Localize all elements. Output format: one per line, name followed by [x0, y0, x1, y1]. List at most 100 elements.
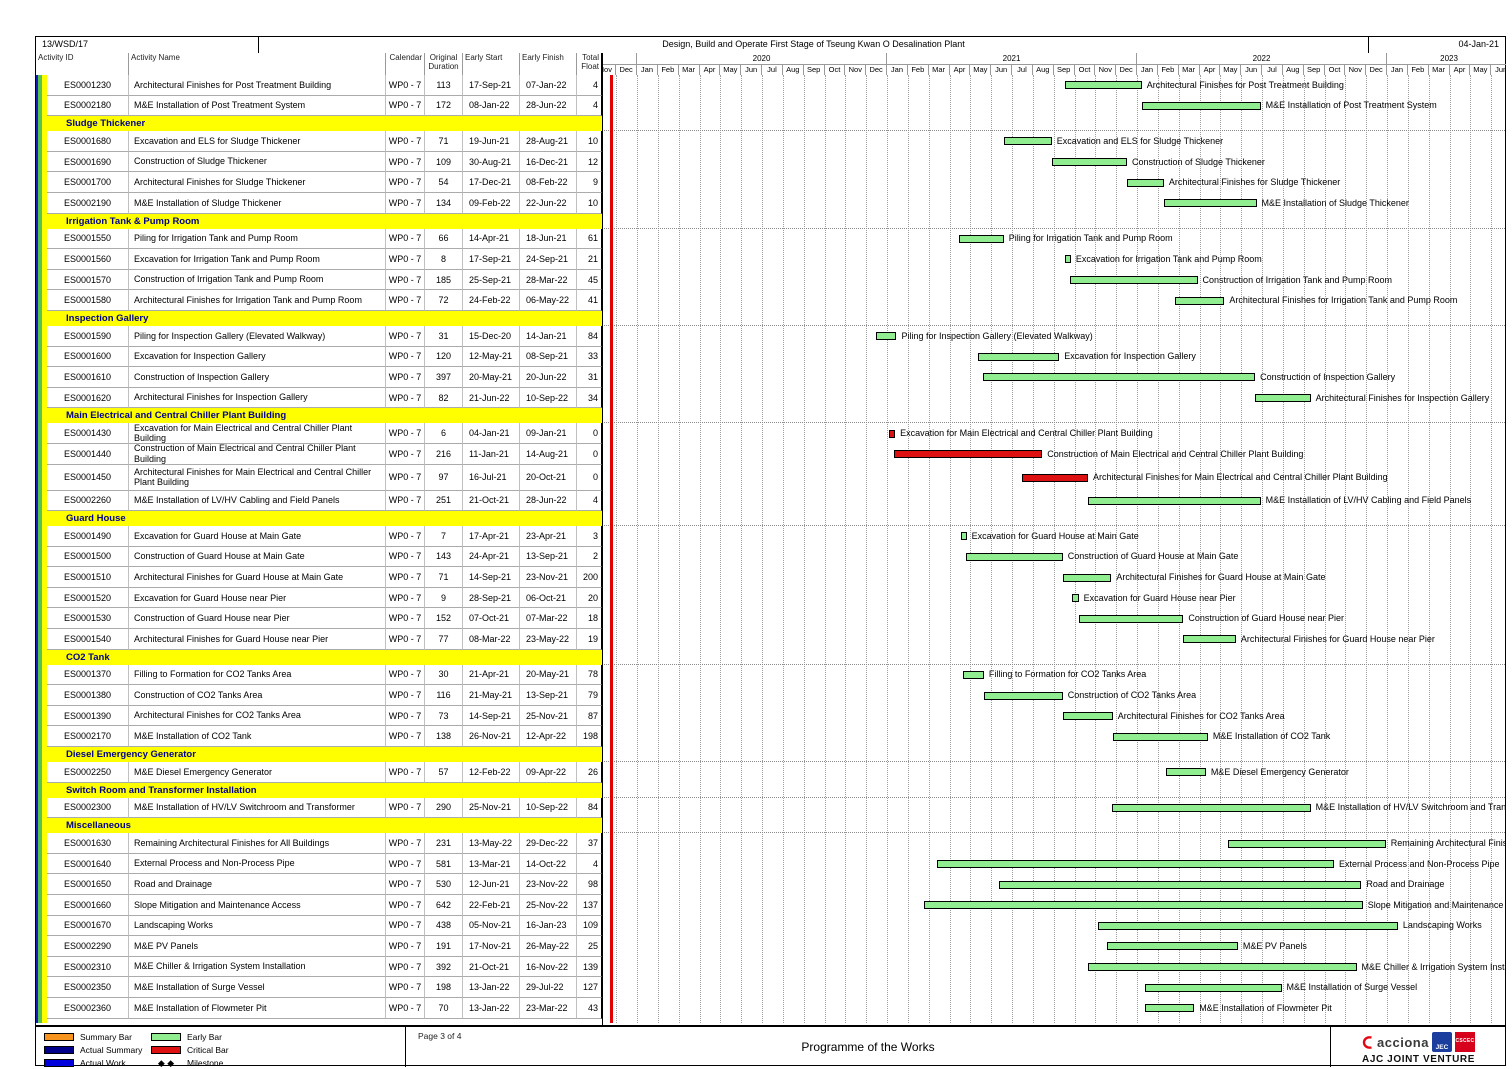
section-sightline	[602, 422, 1505, 424]
month-label: Oct	[825, 64, 846, 75]
month-gridline	[1366, 75, 1368, 1023]
calendar-cell: WP0 - 7	[386, 192, 425, 214]
activity-row: ES0001390 Architectural Finishes for CO2 …	[36, 705, 1505, 727]
activity-row: ES0002170 M&E Installation of CO2 Tank WP0…	[36, 726, 1505, 748]
early-bar	[1106, 942, 1238, 951]
section-band	[42, 116, 602, 132]
bar-label: Construction of Irrigation Tank and Pump…	[1202, 274, 1392, 285]
early-finish-cell: 25-Nov-22	[520, 895, 577, 916]
early-finish-cell: 22-Jun-22	[520, 192, 577, 214]
total-float-cell: 200	[577, 567, 602, 588]
month-gridline	[720, 75, 722, 1023]
early-bar	[1052, 158, 1127, 167]
early-finish-cell: 26-May-22	[520, 936, 577, 957]
bar-label: Architectural Finishes for Sludge Thicke…	[1168, 177, 1341, 188]
activity-id-cell: ES0001630	[47, 833, 129, 854]
early-finish-cell: 20-Oct-21	[520, 464, 577, 491]
activity-row: ES0001680 Excavation and ELS for Sludge T…	[36, 131, 1505, 152]
column-header-activity-id: Activity ID	[36, 53, 129, 75]
activity-name-cell: Slope Mitigation and Maintenance Access	[129, 895, 386, 916]
early-start-cell: 15-Dec-20	[463, 325, 520, 347]
early-bar	[960, 532, 967, 541]
early-start-cell: 08-Mar-22	[463, 629, 520, 650]
bar-label: M&E Installation of Surge Vessel	[1286, 982, 1418, 993]
activity-row: ES0002360 M&E Installation of Flowmeter P…	[36, 997, 1505, 1019]
month-label: Oct	[1325, 64, 1346, 75]
section-label: Miscellaneous	[66, 820, 131, 832]
calendar-cell: WP0 - 7	[386, 567, 425, 588]
bar-zone: Construction of Sludge Thickener	[602, 152, 1505, 173]
bar-label: Architectural Finishes for Guard House a…	[1116, 572, 1326, 583]
activity-id-cell: ES0002310	[47, 956, 129, 978]
activity-name-cell: M&E Installation of Sludge Thickener	[129, 192, 386, 214]
early-bar	[977, 352, 1060, 361]
legend-label: Actual Work	[80, 1058, 126, 1068]
duration-cell: 54	[425, 172, 463, 193]
early-finish-cell: 14-Jan-21	[520, 325, 577, 347]
activity-id-cell: ES0001430	[47, 423, 129, 444]
early-start-cell: 16-Jul-21	[463, 464, 520, 491]
calendar-cell: WP0 - 7	[386, 269, 425, 291]
month-gridline	[1220, 75, 1222, 1023]
bar-label: M&E Installation of LV/HV Cabling and Fi…	[1265, 495, 1472, 506]
legend-item: Critical Bar	[151, 1044, 229, 1056]
calendar-cell: WP0 - 7	[386, 915, 425, 937]
early-finish-cell: 16-Dec-21	[520, 151, 577, 173]
early-bar	[1145, 1004, 1195, 1013]
early-finish-cell: 20-May-21	[520, 664, 577, 686]
section-row: Irrigation Tank & Pump Room	[36, 213, 1505, 229]
early-start-cell: 24-Feb-22	[463, 290, 520, 311]
section-row: Miscellaneous	[36, 818, 1505, 834]
activity-name-cell: Construction of Inspection Gallery	[129, 367, 386, 388]
month-label: Apr	[1450, 64, 1471, 75]
duration-cell: 172	[425, 95, 463, 117]
month-gridline	[1241, 75, 1243, 1023]
early-start-cell: 17-Apr-21	[463, 526, 520, 547]
section-band	[42, 649, 602, 665]
calendar-cell: WP0 - 7	[386, 664, 425, 686]
data-date: 04-Jan-21	[1368, 37, 1505, 53]
duration-cell: 70	[425, 997, 463, 1019]
total-float-cell: 18	[577, 608, 602, 630]
table-header: Activity ID Activity Name Calendar Origi…	[36, 53, 1506, 76]
activity-name-cell: Architectural Finishes for Guard House a…	[129, 567, 386, 588]
month-label: Mar	[1179, 64, 1200, 75]
early-start-cell: 21-Oct-21	[463, 956, 520, 978]
bar-zone: Excavation for Inspection Gallery	[602, 347, 1505, 368]
cscec-logo: CSCEC	[1454, 1032, 1475, 1052]
early-start-cell: 21-Oct-21	[463, 490, 520, 512]
activity-name-cell: M&E Diesel Emergency Generator	[129, 762, 386, 783]
section-label: Guard House	[66, 513, 126, 525]
calendar-cell: WP0 - 7	[386, 874, 425, 895]
month-label: Sep	[1054, 64, 1075, 75]
total-float-cell: 34	[577, 387, 602, 409]
calendar-cell: WP0 - 7	[386, 797, 425, 819]
critical-bar	[893, 450, 1043, 459]
activity-name-cell: M&E Installation of Post Treatment Syste…	[129, 95, 386, 117]
activity-name-cell: Piling for Irrigation Tank and Pump Room	[129, 228, 386, 250]
duration-cell: 66	[425, 228, 463, 250]
early-start-cell: 20-May-21	[463, 367, 520, 388]
early-finish-cell: 09-Apr-22	[520, 762, 577, 783]
total-float-cell: 139	[577, 956, 602, 978]
bar-label: Piling for Irrigation Tank and Pump Room	[1008, 233, 1173, 244]
activity-row: ES0001690 Construction of Sludge Thickene…	[36, 151, 1505, 173]
activity-id-cell: ES0001610	[47, 367, 129, 388]
section-label: Irrigation Tank & Pump Room	[66, 215, 200, 227]
activity-row: ES0001370 Filling to Formation for CO2 Ta…	[36, 664, 1505, 686]
bar-zone: Architectural Finishes for Sludge Thicke…	[602, 172, 1505, 193]
total-float-cell: 198	[577, 726, 602, 748]
early-bar	[1112, 803, 1311, 812]
month-label: Nov	[1345, 64, 1367, 75]
early-start-cell: 13-Jan-22	[463, 977, 520, 998]
month-label: Jun	[1241, 64, 1263, 75]
activity-name-cell: Excavation for Guard House at Main Gate	[129, 526, 386, 547]
duration-cell: 438	[425, 915, 463, 937]
bar-zone: M&E Installation of Flowmeter Pit	[602, 998, 1505, 1019]
early-start-cell: 24-Apr-21	[463, 546, 520, 568]
activity-row: ES0001660 Slope Mitigation and Maintenanc…	[36, 895, 1505, 916]
section-band	[42, 310, 602, 326]
section-label: Sludge Thickener	[66, 118, 146, 130]
early-start-cell: 21-Jun-22	[463, 387, 520, 409]
total-float-cell: 12	[577, 151, 602, 173]
